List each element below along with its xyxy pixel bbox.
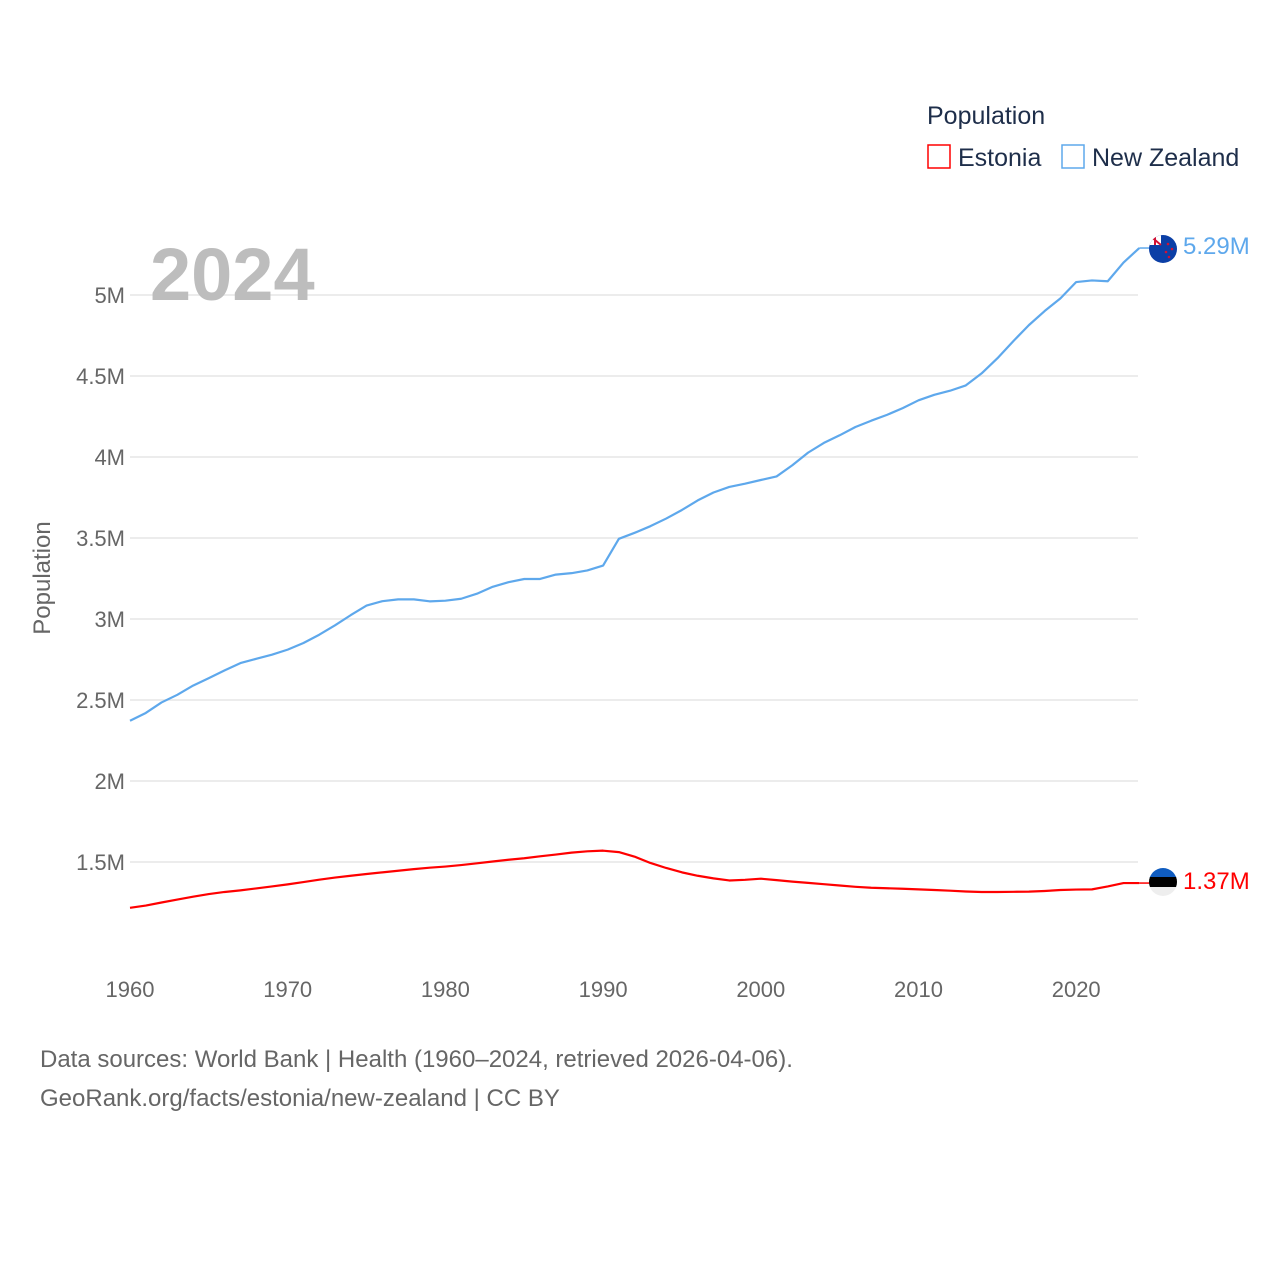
legend-label-estonia[interactable]: Estonia [958,144,1041,172]
end-label-new-zealand: 5.29M [1183,233,1250,260]
year-watermark: 2024 [150,233,315,316]
attribution-link[interactable]: GeoRank.org/facts/estonia/new-zealand | … [40,1085,560,1112]
y-tick-label: 3.5M [76,526,125,551]
x-tick-label: 1980 [421,977,470,1002]
x-tick-label: 2010 [894,977,943,1002]
y-tick-label: 3M [94,607,125,632]
legend-title: Population [927,102,1045,130]
legend-swatch-estonia[interactable] [927,144,951,169]
end-label-estonia: 1.37M [1183,868,1250,895]
estonia-flag-icon [1149,868,1177,896]
legend-label-new-zealand[interactable]: New Zealand [1092,144,1239,172]
y-tick-label: 5M [94,283,125,308]
data-source-note: Data sources: World Bank | Health (1960–… [40,1046,793,1073]
x-tick-label: 1960 [106,977,155,1002]
y-tick-label: 4M [94,445,125,470]
x-tick-label: 1990 [579,977,628,1002]
x-tick-label: 1970 [263,977,312,1002]
legend-swatch-new-zealand[interactable] [1061,144,1085,169]
new-zealand-flag-icon [1149,235,1177,263]
series-line-new-zealand[interactable] [129,247,1141,722]
y-tick-label: 4.5M [76,364,125,389]
series-line-estonia[interactable] [129,849,1140,909]
x-tick-label: 2020 [1052,977,1101,1002]
x-tick-label: 2000 [736,977,785,1002]
y-tick-label: 1.5M [76,850,125,875]
y-tick-label: 2.5M [76,688,125,713]
y-tick-label: 2M [94,769,125,794]
y-axis-label: Population [29,521,56,634]
